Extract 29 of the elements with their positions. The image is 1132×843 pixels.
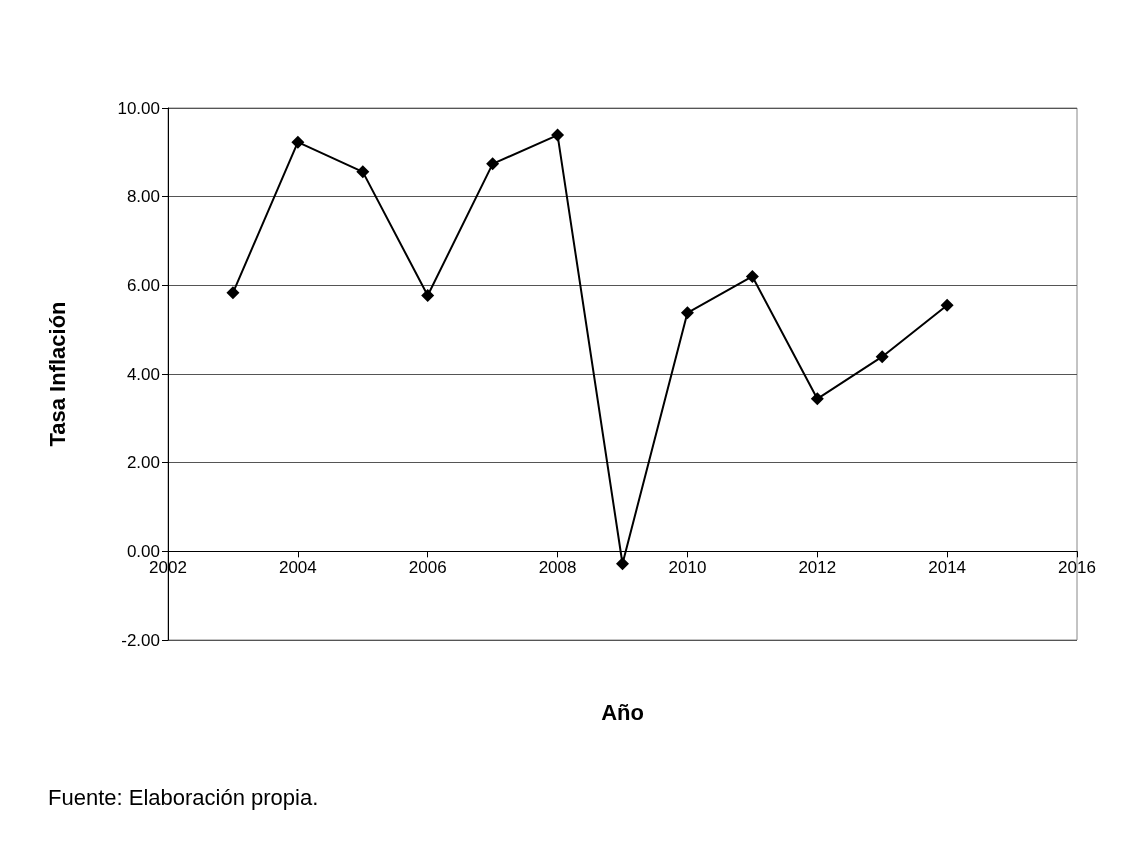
y-tick-label: 2.00 <box>126 453 160 473</box>
y-tick-label: 6.00 <box>126 275 160 295</box>
point <box>356 165 370 179</box>
y-tick-label: -2.00 <box>121 630 160 650</box>
x-axis-title: Año <box>601 699 644 725</box>
x-tick-label: 2012 <box>798 558 837 578</box>
point <box>291 135 305 149</box>
point <box>810 392 824 406</box>
x-tick-label: 2016 <box>1058 558 1096 578</box>
x-tick-label: 2004 <box>278 558 317 578</box>
point <box>680 306 694 320</box>
source-note: Fuente: Elaboración propia. <box>48 784 319 810</box>
point <box>226 286 240 300</box>
y-tick-label: 0.00 <box>126 541 160 561</box>
point <box>940 298 954 312</box>
point <box>486 157 500 171</box>
y-tick-label: 10.00 <box>117 98 160 118</box>
x-tick-label: 2010 <box>668 558 707 578</box>
y-axis-title: Tasa Inflación <box>44 301 70 447</box>
point <box>875 350 889 364</box>
point <box>551 128 565 142</box>
x-tick-label: 2006 <box>408 558 447 578</box>
point <box>745 269 759 283</box>
point <box>616 557 629 571</box>
x-tick-label: 2008 <box>538 558 577 578</box>
y-tick-label: 8.00 <box>126 187 160 207</box>
point <box>421 289 435 303</box>
x-tick-label: 2014 <box>928 558 967 578</box>
y-tick-label: 4.00 <box>126 364 160 384</box>
